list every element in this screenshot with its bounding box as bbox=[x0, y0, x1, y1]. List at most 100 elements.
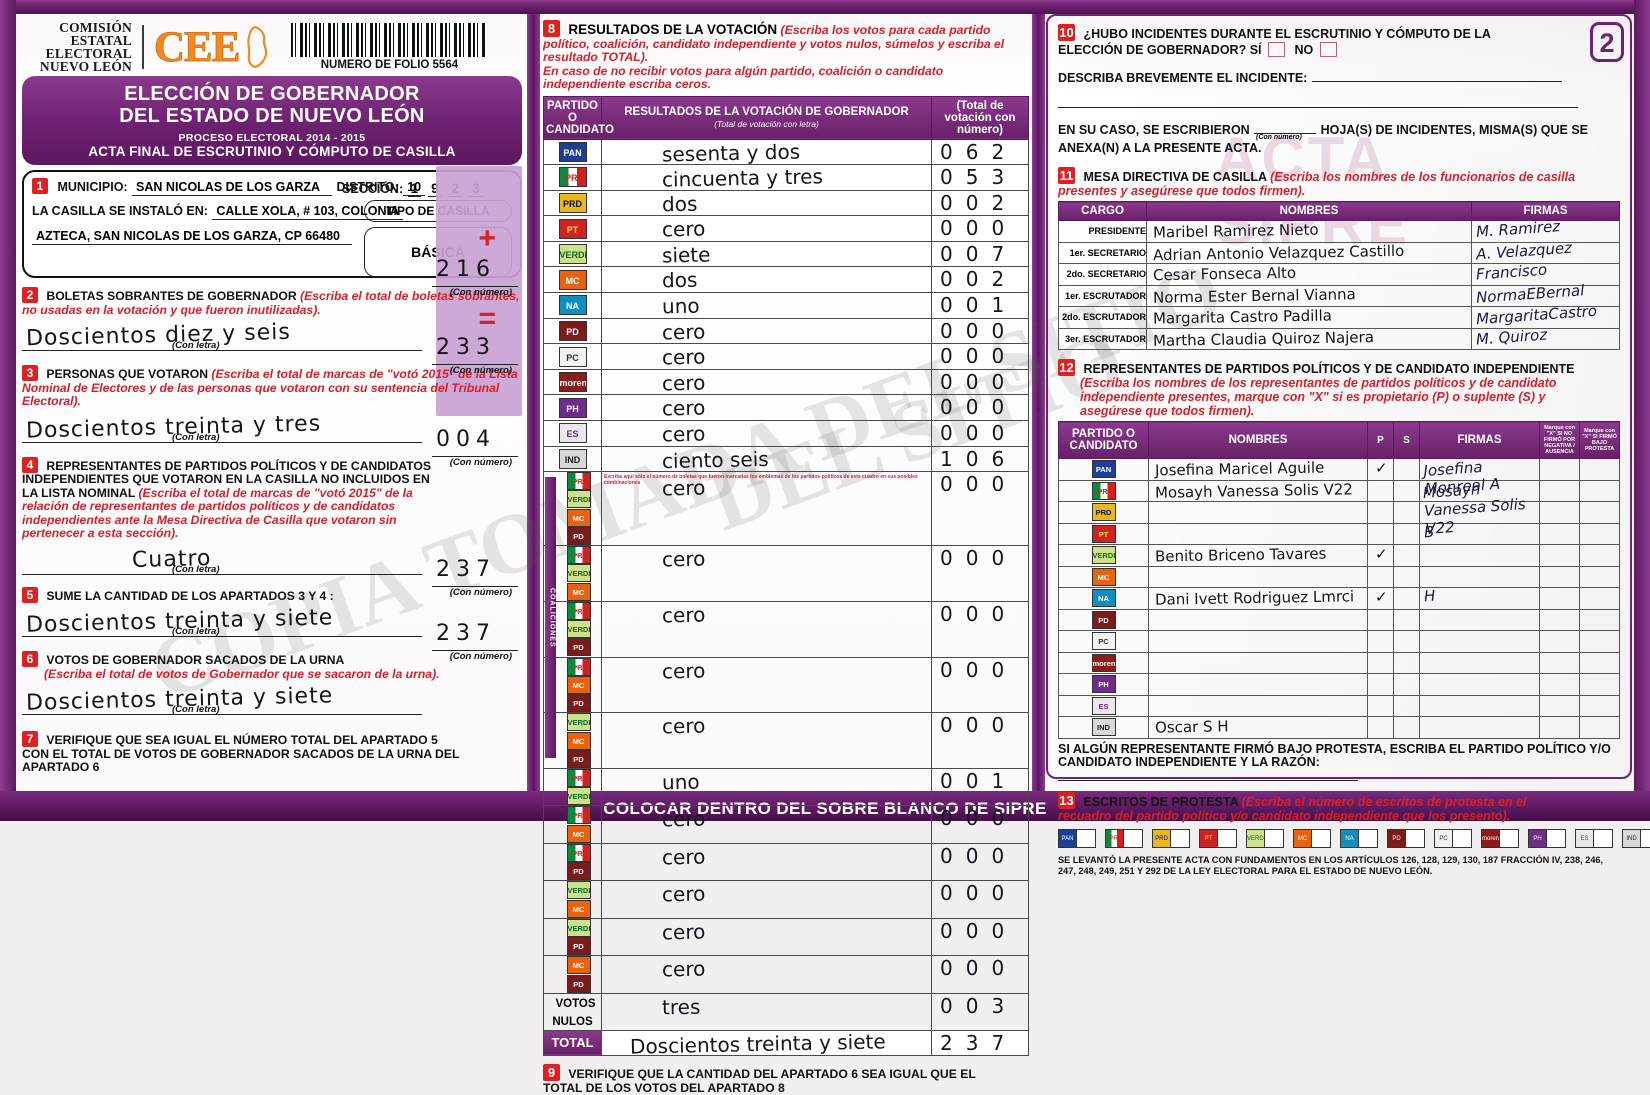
coalition-row-letra[interactable]: cero bbox=[601, 545, 932, 602]
reps-p[interactable] bbox=[1367, 673, 1394, 696]
votos-nulos-numero[interactable]: 003 bbox=[931, 992, 1029, 1031]
votes-row-numero[interactable]: 002 bbox=[931, 189, 1029, 217]
protest-count-input[interactable] bbox=[1265, 828, 1284, 848]
section-5-numero-line[interactable]: 237 (Con número) bbox=[432, 557, 518, 598]
reps-no-firmo[interactable] bbox=[1539, 716, 1580, 739]
coalition-row-numero[interactable]: 001 bbox=[931, 767, 1029, 807]
mesa-firma[interactable]: M. Ramirez bbox=[1471, 217, 1620, 243]
reps-protesta[interactable] bbox=[1579, 651, 1620, 674]
reps-p[interactable] bbox=[1367, 630, 1394, 653]
reps-nombre[interactable]: Mosayh Vanessa Solis V22 bbox=[1148, 479, 1368, 502]
protest-box-na[interactable]: NA bbox=[1340, 828, 1378, 848]
coalition-row-numero[interactable]: 000 bbox=[931, 712, 1029, 769]
protest-box-ph[interactable]: PH bbox=[1528, 828, 1566, 848]
coalition-row-numero[interactable]: 000 bbox=[931, 842, 1029, 882]
reps-s[interactable] bbox=[1393, 501, 1420, 524]
reps-nombre[interactable] bbox=[1148, 608, 1368, 631]
section-5-letra-line[interactable]: Doscientos treinta y siete (Con letra) bbox=[22, 605, 422, 638]
votes-row-numero[interactable]: 000 bbox=[931, 420, 1029, 447]
coalition-row-numero[interactable]: 000 bbox=[931, 656, 1029, 714]
mesa-nombre[interactable]: Adrian Antonio Velazquez Castillo bbox=[1146, 241, 1472, 264]
reps-no-firmo[interactable] bbox=[1539, 587, 1580, 610]
protest-box-ind[interactable]: IND bbox=[1622, 828, 1650, 848]
reps-no-firmo[interactable] bbox=[1539, 544, 1580, 567]
reps-s[interactable] bbox=[1393, 458, 1420, 481]
reps-protesta[interactable] bbox=[1579, 458, 1620, 481]
reps-nombre[interactable]: Josefina Maricel Aguile bbox=[1148, 458, 1368, 481]
protest-count-input[interactable] bbox=[1406, 828, 1425, 848]
protest-count-input[interactable] bbox=[1547, 828, 1566, 848]
protest-box-pt[interactable]: PT bbox=[1199, 828, 1237, 848]
reps-s[interactable] bbox=[1393, 694, 1420, 717]
reps-no-firmo[interactable] bbox=[1539, 522, 1580, 545]
reps-protesta[interactable] bbox=[1579, 565, 1620, 588]
mesa-nombre[interactable]: Cesar Fonseca Alto bbox=[1146, 263, 1472, 286]
votes-row-letra[interactable]: cero bbox=[601, 394, 932, 422]
reps-protesta[interactable] bbox=[1579, 608, 1620, 631]
votes-row-letra[interactable]: dos bbox=[601, 266, 932, 294]
reps-nombre[interactable] bbox=[1148, 673, 1368, 696]
mesa-nombre[interactable]: Maribel Ramirez Nieto bbox=[1146, 220, 1472, 243]
reps-s[interactable] bbox=[1393, 673, 1420, 696]
reps-s[interactable] bbox=[1393, 565, 1420, 588]
distrito-value[interactable]: 10 bbox=[403, 180, 426, 196]
protest-box-pri[interactable]: PRI bbox=[1105, 828, 1143, 848]
reps-nombre[interactable]: Benito Briceno Tavares bbox=[1148, 544, 1368, 567]
hojas-input[interactable] bbox=[1254, 121, 1317, 134]
reps-no-firmo[interactable] bbox=[1539, 608, 1580, 631]
votes-row-numero[interactable]: 062 bbox=[931, 138, 1029, 166]
reps-protesta[interactable] bbox=[1579, 544, 1620, 567]
protest-reason-input[interactable] bbox=[1058, 769, 1358, 781]
reps-protesta[interactable] bbox=[1579, 522, 1620, 545]
reps-no-firmo[interactable] bbox=[1539, 501, 1580, 524]
reps-p[interactable] bbox=[1367, 522, 1394, 545]
reps-no-firmo[interactable] bbox=[1539, 694, 1580, 717]
describe-input[interactable] bbox=[1311, 69, 1562, 82]
votes-row-letra[interactable]: siete bbox=[601, 240, 932, 268]
votes-row-letra[interactable]: ciento seis bbox=[601, 445, 932, 473]
coalition-row-letra[interactable]: cero bbox=[601, 917, 932, 957]
coalition-row-numero[interactable]: 000 bbox=[931, 955, 1029, 994]
reps-no-firmo[interactable] bbox=[1539, 565, 1580, 588]
protest-count-input[interactable] bbox=[1500, 828, 1519, 848]
reps-nombre[interactable] bbox=[1148, 630, 1368, 653]
reps-nombre[interactable] bbox=[1148, 651, 1368, 674]
mesa-firma[interactable]: M. Quiroz bbox=[1471, 325, 1620, 350]
protest-count-input[interactable] bbox=[1312, 828, 1331, 848]
section-4-letra-line[interactable]: Cuatro (Con letra) bbox=[22, 545, 422, 575]
protest-box-pc[interactable]: PC bbox=[1434, 828, 1472, 848]
reps-s[interactable] bbox=[1393, 651, 1420, 674]
votes-row-numero[interactable]: 000 bbox=[931, 394, 1029, 422]
protest-box-pan[interactable]: PAN bbox=[1058, 828, 1096, 848]
votes-row-letra[interactable]: cero bbox=[601, 368, 932, 396]
reps-p[interactable] bbox=[1367, 565, 1394, 588]
reps-firma[interactable] bbox=[1419, 544, 1540, 567]
votes-row-letra[interactable]: sesenta y dos bbox=[601, 138, 932, 166]
protest-box-prd[interactable]: PRD bbox=[1152, 828, 1190, 848]
coalition-row-letra[interactable]: cero bbox=[601, 600, 932, 658]
reps-no-firmo[interactable] bbox=[1539, 479, 1580, 502]
protest-count-input[interactable] bbox=[1641, 828, 1650, 848]
reps-no-firmo[interactable] bbox=[1539, 651, 1580, 674]
reps-firma[interactable] bbox=[1419, 673, 1540, 696]
votes-row-letra[interactable]: cincuenta y tres bbox=[601, 164, 932, 192]
votes-row-letra[interactable]: cero bbox=[601, 420, 932, 447]
votes-row-numero[interactable]: 001 bbox=[931, 292, 1029, 319]
reps-firma[interactable] bbox=[1419, 501, 1540, 524]
total-numero[interactable]: 237 bbox=[931, 1029, 1029, 1057]
coalition-row-numero[interactable]: 000 bbox=[931, 917, 1029, 957]
mesa-firma[interactable]: Francisco bbox=[1471, 261, 1620, 286]
reps-protesta[interactable] bbox=[1579, 673, 1620, 696]
reps-nombre[interactable]: Oscar S H bbox=[1148, 716, 1368, 739]
describe-input-line2[interactable] bbox=[1058, 92, 1578, 108]
reps-s[interactable] bbox=[1393, 608, 1420, 631]
protest-box-morena[interactable]: morena bbox=[1481, 828, 1519, 848]
reps-protesta[interactable] bbox=[1579, 716, 1620, 739]
reps-nombre[interactable] bbox=[1148, 522, 1368, 545]
reps-no-firmo[interactable] bbox=[1539, 458, 1580, 481]
reps-s[interactable] bbox=[1393, 587, 1420, 610]
section-6-numero-line[interactable]: 237 (Con número) bbox=[432, 621, 518, 662]
reps-firma[interactable] bbox=[1419, 565, 1540, 588]
section-6-letra-line[interactable]: Doscientos treinta y siete (Con letra) bbox=[22, 683, 422, 716]
municipio-value[interactable]: SAN NICOLAS DE LOS GARZA bbox=[132, 180, 333, 196]
